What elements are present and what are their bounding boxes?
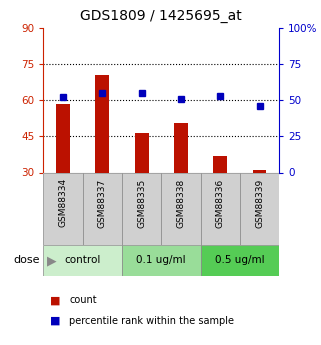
Bar <box>240 172 279 245</box>
Bar <box>43 172 83 245</box>
Bar <box>201 172 240 245</box>
Text: GSM88335: GSM88335 <box>137 178 146 228</box>
Text: GSM88339: GSM88339 <box>255 178 264 228</box>
Text: 0.5 ug/ml: 0.5 ug/ml <box>215 256 265 265</box>
Text: dose: dose <box>13 256 40 265</box>
Text: GSM88336: GSM88336 <box>216 178 225 228</box>
Text: ■: ■ <box>50 295 60 305</box>
Bar <box>161 172 201 245</box>
Text: control: control <box>65 256 101 265</box>
Text: GDS1809 / 1425695_at: GDS1809 / 1425695_at <box>80 9 241 22</box>
Bar <box>253 170 266 172</box>
Text: 0.1 ug/ml: 0.1 ug/ml <box>136 256 186 265</box>
Bar <box>174 123 188 172</box>
Bar <box>56 104 70 172</box>
Bar <box>43 245 122 276</box>
Text: percentile rank within the sample: percentile rank within the sample <box>69 316 234 326</box>
Text: GSM88334: GSM88334 <box>58 178 67 227</box>
Bar <box>122 245 201 276</box>
Text: ■: ■ <box>50 316 60 326</box>
Bar <box>122 172 161 245</box>
Text: GSM88338: GSM88338 <box>177 178 186 228</box>
Bar <box>95 75 109 172</box>
Text: GSM88337: GSM88337 <box>98 178 107 228</box>
Bar <box>135 132 149 172</box>
Bar <box>83 172 122 245</box>
Bar <box>201 245 279 276</box>
Bar <box>213 156 227 172</box>
Text: ▶: ▶ <box>47 254 56 267</box>
Text: count: count <box>69 295 97 305</box>
